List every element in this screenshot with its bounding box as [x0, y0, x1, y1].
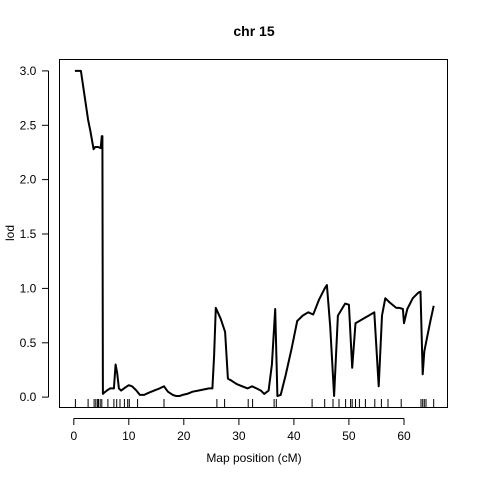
x-tick-label: 20 [177, 429, 191, 443]
x-tick-label: 60 [397, 429, 411, 443]
y-axis-label: lod [3, 225, 17, 241]
y-tick-label: 1.0 [20, 281, 37, 295]
x-axis: 0 10 20 30 40 50 60 [70, 418, 411, 443]
x-tick-label: 10 [122, 429, 136, 443]
lod-curve [74, 69, 435, 397]
marker-rug [74, 399, 435, 407]
y-tick-label: 2.0 [20, 173, 37, 187]
x-tick-label: 40 [287, 429, 301, 443]
x-tick-label: 30 [232, 429, 246, 443]
y-tick-label: 1.5 [20, 227, 37, 241]
y-tick-label: 2.5 [20, 118, 37, 132]
x-tick-label: 0 [70, 429, 77, 443]
x-tick-label: 50 [342, 429, 356, 443]
chart-title: chr 15 [233, 23, 274, 39]
y-tick-label: 0.5 [20, 336, 37, 350]
y-tick-label: 0.0 [20, 390, 37, 404]
y-axis: 0.0 0.5 1.0 1.5 2.0 2.5 3.0 [20, 64, 49, 404]
x-axis-label: Map position (cM) [206, 451, 301, 465]
plot-area-frame [59, 59, 448, 408]
y-tick-label: 3.0 [20, 64, 37, 78]
